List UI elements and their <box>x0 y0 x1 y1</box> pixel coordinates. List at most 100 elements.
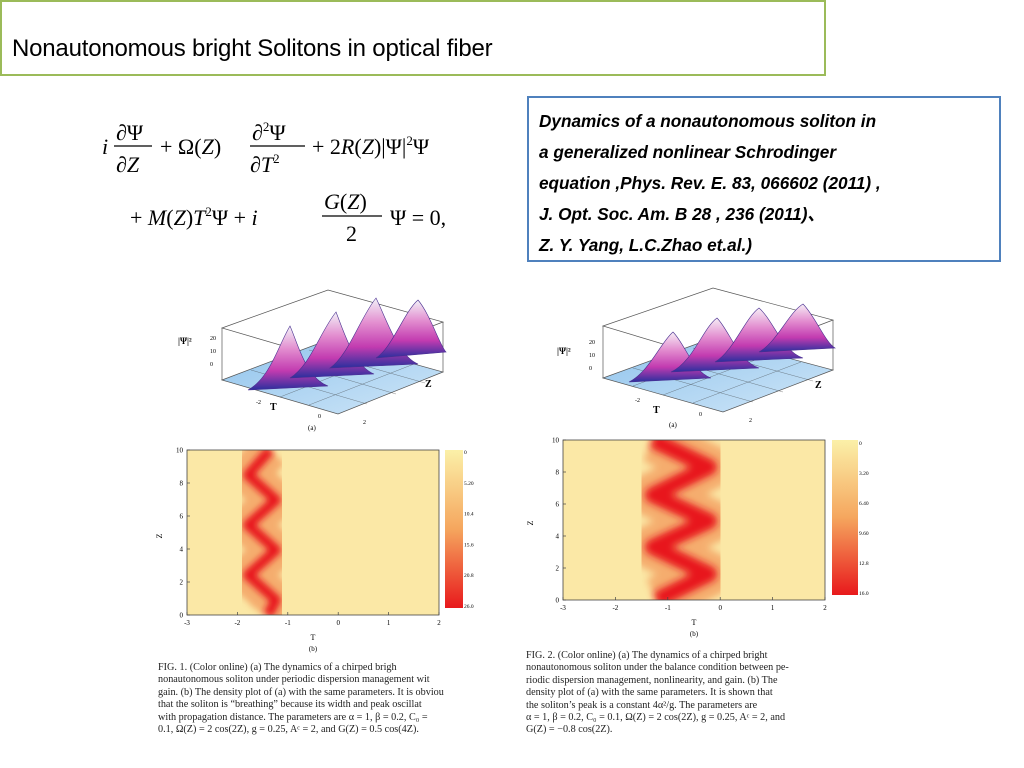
x-tick-label: -2 <box>612 604 618 612</box>
caption-line: FIG. 1. (Color online) (a) The dynamics … <box>158 662 397 673</box>
fig1b-yaxis-label: Z <box>155 533 164 538</box>
fig2b-sublabel: (b) <box>690 630 699 638</box>
title-box: Nonautonomous bright Solitons in optical… <box>0 0 826 76</box>
caption-line: gain. (b) The density plot of (a) with t… <box>158 686 444 698</box>
fig1a-ttick: -2 <box>256 400 261 406</box>
x-tick-label: 2 <box>823 604 827 612</box>
fig2b-colorbar <box>832 440 858 595</box>
x-tick-label: 1 <box>771 604 775 612</box>
y-tick-label: 6 <box>180 513 184 521</box>
fig1b-plot-area <box>187 450 439 615</box>
colorbar-tick-label: 9.60 <box>859 531 869 537</box>
caption-line: riodic dispersion management, nonlineari… <box>526 674 778 686</box>
fig1a-surface-plot: |Ψ|² 20 10 0 -2 0 2 T Z (a) <box>178 282 480 432</box>
colorbar-tick-label: 6.40 <box>859 501 869 507</box>
fig2b-soliton-trace <box>645 440 717 600</box>
fig1a-zdist-label: Z <box>425 379 432 390</box>
fig2a-ttick: -2 <box>635 398 640 404</box>
x-tick-label: -1 <box>285 619 291 627</box>
colorbar-tick-label: 0 <box>464 450 467 456</box>
y-tick-label: 0 <box>556 597 560 605</box>
fig2a-ztick: 10 <box>589 353 595 359</box>
reference-line: a generalized nonlinear Schrodinger <box>539 142 837 162</box>
colorbar-tick-label: 15.6 <box>464 542 474 548</box>
fig1b-xaxis-label: T <box>311 633 316 642</box>
x-tick-label: -1 <box>665 604 671 612</box>
fig1a-ztick: 0 <box>210 362 213 368</box>
reference-line: J. Opt. Soc. Am. B 28 , 236 (2011)、 <box>539 204 825 224</box>
y-tick-label: 6 <box>556 501 560 509</box>
colorbar-tick-label: 12.8 <box>859 561 869 567</box>
svg-text:∂T2: ∂T2 <box>250 151 280 177</box>
caption-line: with propagation distance. The parameter… <box>158 711 428 723</box>
svg-text:+ M(Z)T2Ψ + i: + M(Z)T2Ψ + i <box>130 204 258 230</box>
fig2a-ttick: 0 <box>699 412 702 418</box>
fig1a-ttick: 2 <box>363 420 366 426</box>
fig1b-density-plot: -3 -2 -1 0 1 2 0 2 4 6 8 10 T (b) Z 0 5.20 10.4 15.6 2… <box>150 440 500 656</box>
svg-text:i: i <box>102 134 108 159</box>
colorbar-tick-label: 10.4 <box>464 512 474 518</box>
slide-title: Nonautonomous bright Solitons in optical… <box>12 35 493 62</box>
y-tick-label: 8 <box>180 480 184 488</box>
x-tick-label: -2 <box>234 619 240 627</box>
x-tick-label: -3 <box>184 619 190 627</box>
x-tick-label: 0 <box>718 604 722 612</box>
fig2a-ztick: 0 <box>589 366 592 372</box>
fig2b-yaxis-label: Z <box>526 520 535 525</box>
fig2a-ztick: 20 <box>589 340 595 346</box>
svg-text:+ Ω(Z): + Ω(Z) <box>160 134 221 159</box>
reference-box: Dynamics of a nonautonomous soliton in a… <box>527 96 1001 262</box>
fig2a-taxis-label: T <box>653 405 660 416</box>
fig2a-ttick: 2 <box>749 418 752 424</box>
colorbar-tick-label: 3.20 <box>859 471 869 477</box>
fig1b-sublabel: (b) <box>309 645 318 653</box>
fig2a-surface-plot: |Ψ|² 20 10 0 -2 0 2 T Z (a) <box>553 282 855 432</box>
fig1a-zaxis-label: |Ψ|² <box>178 336 192 346</box>
reference-line: equation ,Phys. Rev. E. 83, 066602 (2011… <box>539 173 881 193</box>
colorbar-tick-label: 16.0 <box>859 591 869 597</box>
x-tick-label: 1 <box>387 619 391 627</box>
fig2-caption: FIG. 2. (Color online) (a) The dynamics … <box>526 650 918 737</box>
y-tick-label: 10 <box>176 447 184 455</box>
colorbar-tick-label: 26.0 <box>464 604 474 610</box>
svg-text:∂Ψ: ∂Ψ <box>116 120 144 145</box>
fig1b-colorbar <box>445 450 463 608</box>
y-tick-label: 2 <box>556 565 560 573</box>
caption-line: 0.1, Ω(Z) = 2 cos(2Z), g = 0.25, Aᶜ = 2,… <box>158 724 419 736</box>
y-tick-label: 10 <box>552 437 560 445</box>
svg-text:∂Z: ∂Z <box>116 152 140 177</box>
fig1a-ttick: 0 <box>318 414 321 420</box>
caption-line: G(Z) = −0.8 cos(2Z). <box>526 724 613 736</box>
y-tick-label: 4 <box>180 546 184 554</box>
fig1a-ztick: 10 <box>210 349 216 355</box>
caption-line: α = 1, β = 0.2, C₀ = 0.1, Ω(Z) = 2 cos(2… <box>526 712 786 724</box>
y-tick-label: 8 <box>556 469 560 477</box>
caption-line: FIG. 2. (Color online) (a) The dynamics … <box>526 650 768 661</box>
reference-line: Z. Y. Yang, L.C.Zhao et.al.) <box>539 235 752 255</box>
fig2b-xaxis-label: T <box>692 618 697 627</box>
x-tick-label: 2 <box>437 619 441 627</box>
reference-text: Dynamics of a nonautonomous soliton in a… <box>539 106 994 261</box>
fig2a-zdist-label: Z <box>815 380 822 391</box>
caption-line: nonautonomous soliton under periodic dis… <box>158 674 430 686</box>
fig2a-sublabel: (a) <box>669 421 677 429</box>
svg-text:2: 2 <box>346 221 357 246</box>
caption-line: density plot of (a) with the same parame… <box>526 687 773 699</box>
reference-line: Dynamics of a nonautonomous soliton in <box>539 111 877 131</box>
equation-graphic: i ∂Ψ ∂Z + Ω(Z) ∂2Ψ ∂T2 + 2R(Z)|Ψ|2Ψ + M(… <box>102 119 446 246</box>
colorbar-tick-label: 20.8 <box>464 573 474 579</box>
y-tick-label: 4 <box>556 533 560 541</box>
colorbar-tick-label: 0 <box>859 441 862 447</box>
caption-line: nonautonomous soliton under the balance … <box>526 662 789 674</box>
nls-equation: i ∂Ψ ∂Z + Ω(Z) ∂2Ψ ∂T2 + 2R(Z)|Ψ|2Ψ + M(… <box>100 108 500 248</box>
svg-text:G(Z): G(Z) <box>324 189 367 214</box>
caption-line: that the soliton is “breathing” because … <box>158 699 422 711</box>
fig1b-soliton-trace <box>243 450 281 615</box>
fig2b-density-plot: -3 -2 -1 0 1 2 0 2 4 6 8 10 T (b) Z 0 3.20 6.40 9.60 1… <box>515 435 895 643</box>
svg-text:+ 2R(Z)|Ψ|2Ψ: + 2R(Z)|Ψ|2Ψ <box>312 133 430 159</box>
fig1a-ztick: 20 <box>210 336 216 342</box>
y-tick-label: 2 <box>180 579 184 587</box>
svg-text:∂2Ψ: ∂2Ψ <box>252 119 286 145</box>
caption-line: the soliton’s peak is a constant 4α²/g. … <box>526 699 758 711</box>
y-tick-label: 0 <box>180 612 184 620</box>
